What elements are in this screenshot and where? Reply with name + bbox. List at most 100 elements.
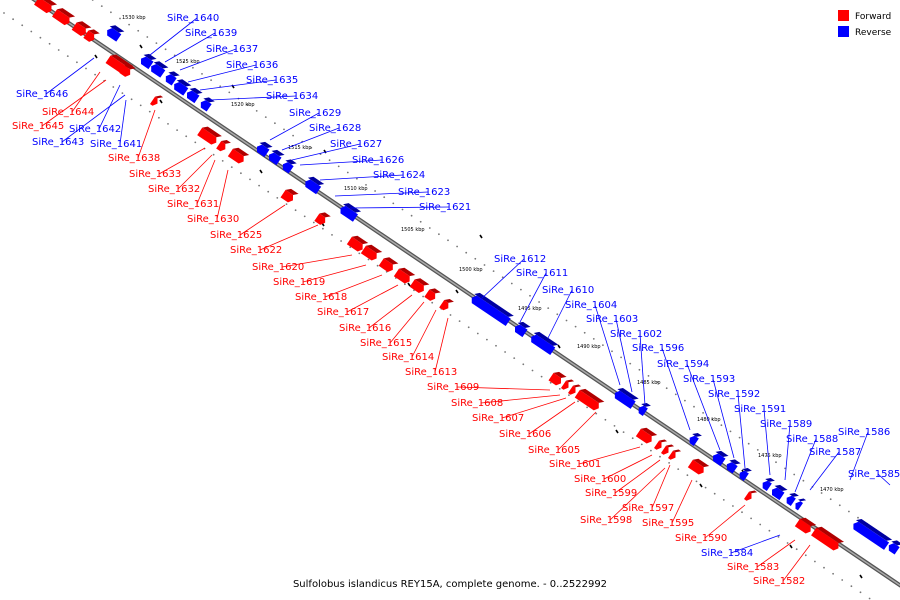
tick-dot	[212, 153, 215, 156]
reverse-gene-label: SiRe_1643	[32, 137, 84, 148]
scale-tick-label: 1495 kbp	[518, 306, 542, 312]
forward-leader-line	[603, 454, 653, 480]
tick-dot	[328, 159, 331, 162]
tick-dot	[182, 60, 185, 63]
tick-dot	[577, 400, 579, 403]
tick-dot	[793, 473, 796, 476]
reverse-leader-line	[349, 206, 450, 209]
reverse-leader-line	[794, 438, 817, 493]
reverse-gene-label: SiRe_1641	[90, 139, 142, 150]
tick-dot	[802, 479, 805, 482]
tick-dot	[392, 202, 395, 205]
tick-dot	[283, 128, 285, 131]
forward-leader-line	[782, 544, 811, 582]
tick-dot	[820, 492, 823, 494]
tick-dot	[631, 437, 634, 440]
reverse-leader-line	[809, 451, 840, 491]
reverse-gene-label: SiRe_1596	[632, 343, 684, 354]
tick-dot	[556, 313, 559, 316]
forward-gene-label: SiRe_1619	[273, 277, 325, 288]
tick-dot	[850, 585, 853, 588]
forward-leader-line	[704, 504, 746, 539]
tick-dot	[246, 103, 249, 106]
tick-dot	[750, 517, 752, 520]
tick-dot	[100, 5, 103, 7]
forward-gene-label: SiRe_1609	[427, 382, 479, 393]
forward-leader-line	[671, 479, 693, 524]
reverse-leader-line	[149, 17, 198, 56]
scale-tick-label: 1475 kbp	[758, 453, 782, 459]
tick-dot	[738, 436, 741, 439]
reverse-gene-block	[712, 450, 729, 467]
reverse-leader-line	[712, 378, 735, 459]
reverse-gene-block	[107, 25, 125, 42]
tick-dot	[192, 66, 194, 69]
tick-dot	[274, 122, 276, 125]
legend-reverse-swatch	[838, 26, 849, 37]
forward-gene-block	[660, 444, 675, 455]
tick-dot	[57, 49, 60, 51]
scale-tick-label: 1510 kbp	[344, 186, 368, 192]
tick-dot	[255, 110, 258, 112]
tick-dot	[458, 320, 461, 322]
forward-gene-block	[794, 517, 817, 534]
tick-dot	[119, 17, 121, 20]
tick-dot	[185, 135, 188, 138]
forward-leader-line	[71, 71, 101, 113]
tick-dot	[693, 405, 695, 408]
gene-features	[34, 0, 900, 555]
reverse-gene-label: SiRe_1627	[330, 139, 382, 150]
tick-dot	[522, 363, 525, 366]
tick-dot	[650, 449, 652, 452]
genome-backbone	[31, 0, 900, 588]
tick-dot	[620, 356, 622, 359]
forward-gene-block	[409, 278, 430, 293]
forward-gene-block	[346, 235, 369, 252]
reverse-leader-line	[661, 347, 691, 431]
tick-dot	[775, 461, 777, 464]
scale-labels: 1530 kbp 1525 kbp 1520 kbp 1515 kbp 1510 kbp…	[122, 15, 844, 493]
tick-dot	[574, 325, 577, 328]
tick-dot	[331, 234, 333, 236]
tick-dot	[540, 375, 543, 378]
tick-dot	[48, 42, 51, 45]
reverse-gene-block	[689, 432, 702, 446]
reverse-leader-line	[849, 431, 869, 481]
tick-dot	[674, 393, 677, 396]
tick-dot	[447, 239, 449, 242]
tick-dot	[176, 129, 179, 132]
reverse-gene-label: SiRe_1588	[786, 434, 838, 445]
reverse-gene-label: SiRe_1586	[838, 427, 890, 438]
tick-dot	[786, 542, 789, 544]
tick-dash	[139, 44, 143, 49]
tick-dot	[483, 264, 486, 266]
forward-gene-label: SiRe_1615	[360, 338, 412, 349]
tick-dot	[292, 134, 294, 137]
reverse-gene-label: SiRe_1646	[16, 89, 68, 100]
tick-dot	[264, 116, 267, 118]
tick-dot	[529, 294, 531, 297]
reverse-gene-block	[739, 467, 752, 481]
forward-gene-block	[548, 371, 567, 386]
tick-dot	[139, 104, 142, 107]
tick-dot	[449, 314, 452, 316]
tick-dot	[492, 270, 495, 272]
tick-dot	[422, 295, 424, 298]
tick-dot	[756, 449, 759, 451]
tick-dot	[814, 560, 816, 563]
tick-dot	[722, 499, 725, 501]
tick-dot	[476, 332, 479, 335]
forward-gene-block	[119, 64, 136, 77]
scale-tick-label: 1470 kbp	[820, 487, 844, 493]
tick-dot	[410, 214, 413, 217]
tick-dot	[592, 338, 595, 340]
reverse-gene-block	[771, 484, 788, 501]
tick-dot	[638, 368, 641, 371]
tick-dot	[741, 511, 743, 514]
forward-gene-block	[667, 449, 682, 460]
tick-dot	[91, 0, 94, 1]
tick-dot	[504, 351, 506, 353]
forward-gene-block	[560, 379, 575, 390]
tick-dot	[501, 276, 504, 279]
forward-leader-line	[196, 159, 216, 205]
